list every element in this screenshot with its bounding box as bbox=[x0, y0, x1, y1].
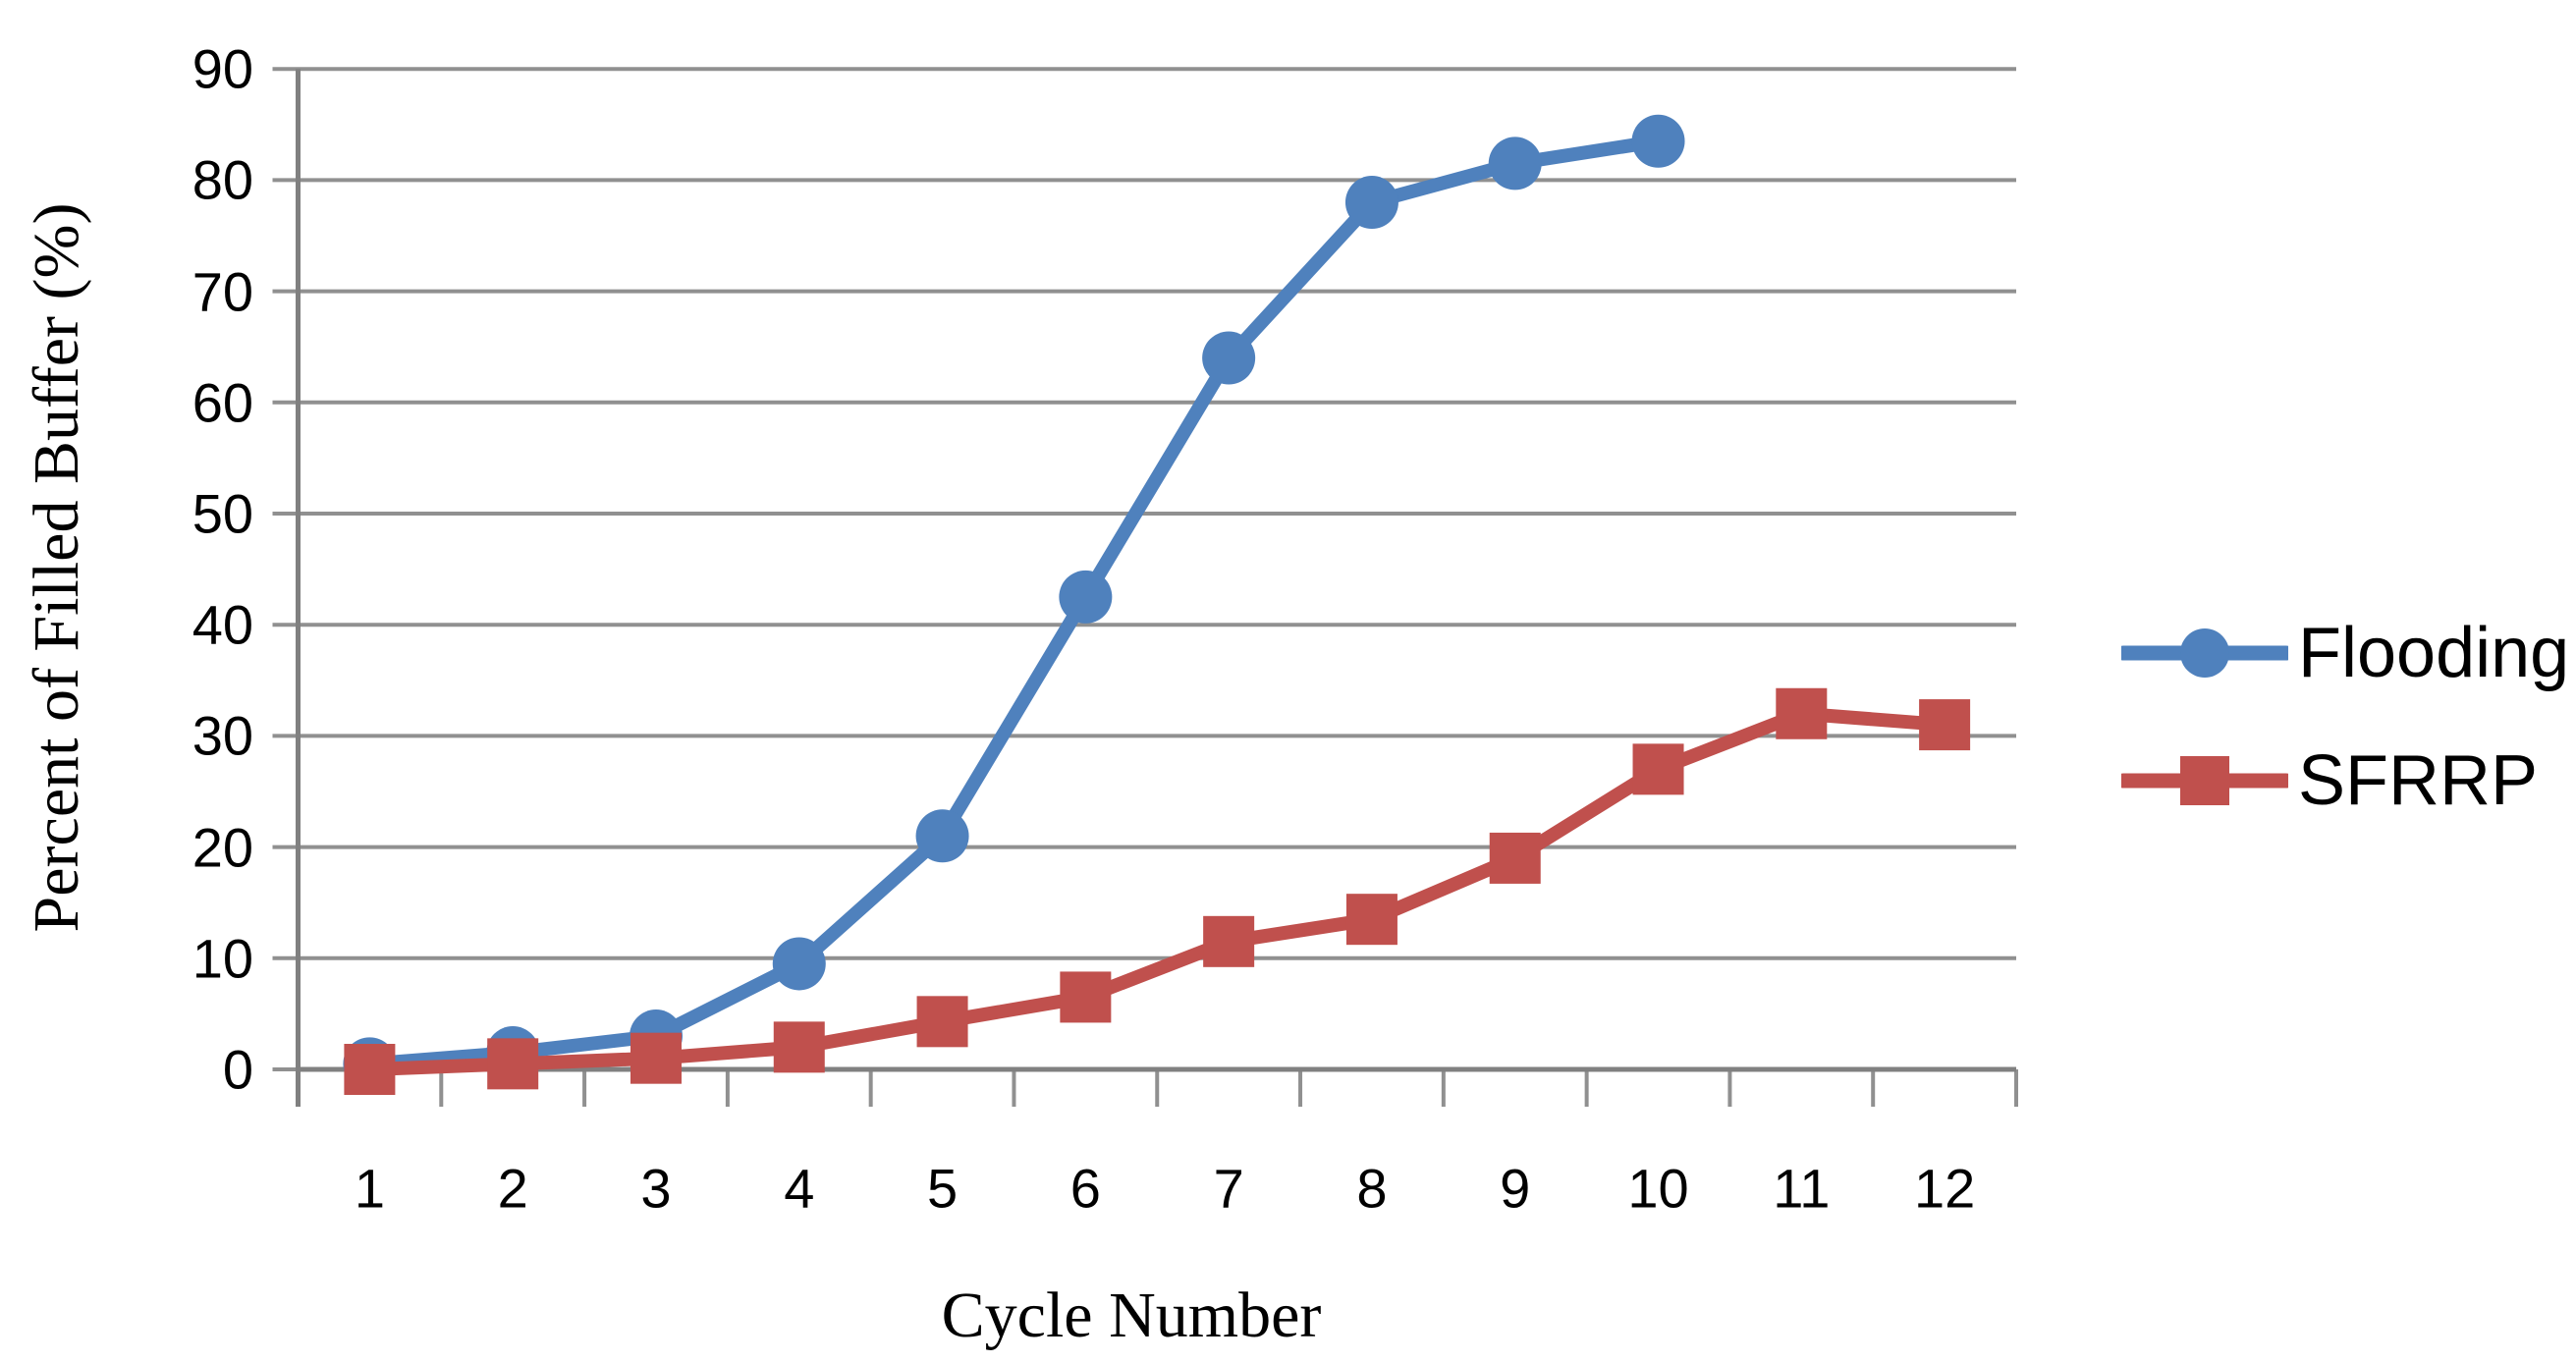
x-tick-label-6: 6 bbox=[1069, 1157, 1101, 1220]
marker-sfrrp-1 bbox=[344, 1044, 396, 1095]
marker-sfrrp-4 bbox=[773, 1021, 825, 1073]
legend-label-flooding: Flooding bbox=[2298, 614, 2570, 692]
x-tick-label-3: 3 bbox=[640, 1157, 672, 1220]
marker-flooding-6 bbox=[1059, 570, 1113, 624]
marker-sfrrp-10 bbox=[1632, 743, 1684, 795]
marker-flooding-4 bbox=[772, 937, 826, 991]
y-tick-label-40: 40 bbox=[192, 593, 253, 656]
y-tick-label-30: 30 bbox=[192, 704, 253, 767]
legend-item-sfrrp: SFRRP bbox=[2121, 717, 2569, 845]
y-tick-label-10: 10 bbox=[192, 927, 253, 990]
marker-flooding-9 bbox=[1488, 136, 1542, 191]
x-tick-label-1: 1 bbox=[354, 1157, 385, 1220]
marker-flooding-10 bbox=[1631, 114, 1685, 168]
y-tick-label-50: 50 bbox=[192, 482, 253, 545]
x-tick-label-12: 12 bbox=[1913, 1157, 1976, 1220]
x-axis-title: Cycle Number bbox=[941, 1280, 1322, 1351]
marker-flooding-7 bbox=[1202, 331, 1256, 385]
marker-sfrrp-9 bbox=[1489, 832, 1541, 884]
y-tick-label-80: 80 bbox=[192, 148, 253, 211]
marker-flooding-5 bbox=[915, 809, 969, 863]
legend-label-sfrrp: SFRRP bbox=[2298, 741, 2539, 820]
x-tick-label-2: 2 bbox=[497, 1157, 528, 1220]
marker-sfrrp-3 bbox=[630, 1032, 682, 1084]
marker-sfrrp-2 bbox=[487, 1038, 539, 1090]
x-tick-label-7: 7 bbox=[1213, 1157, 1244, 1220]
marker-sfrrp-5 bbox=[916, 996, 968, 1048]
y-tick-label-70: 70 bbox=[192, 260, 253, 323]
x-tick-label-8: 8 bbox=[1356, 1157, 1388, 1220]
y-axis-title: Percent of Filled Buffer (%) bbox=[21, 202, 92, 933]
sfrrp-line-square-icon bbox=[2121, 756, 2288, 805]
y-tick-label-90: 90 bbox=[192, 37, 253, 100]
y-tick-label-0: 0 bbox=[222, 1038, 253, 1101]
series-line-sfrrp bbox=[369, 706, 1946, 1076]
x-tick-label-10: 10 bbox=[1627, 1157, 1689, 1220]
legend-item-flooding: Flooding bbox=[2121, 589, 2569, 717]
x-tick-label-4: 4 bbox=[784, 1157, 815, 1220]
flooding-line-circle-icon bbox=[2121, 628, 2288, 678]
marker-sfrrp-7 bbox=[1203, 915, 1255, 967]
legend: Flooding SFRRP bbox=[2121, 589, 2569, 845]
marker-flooding-8 bbox=[1344, 176, 1398, 230]
x-tick-label-9: 9 bbox=[1500, 1157, 1531, 1220]
y-tick-label-60: 60 bbox=[192, 371, 253, 434]
x-tick-label-11: 11 bbox=[1773, 1157, 1831, 1220]
marker-sfrrp-11 bbox=[1776, 687, 1828, 739]
x-tick-label-5: 5 bbox=[926, 1157, 959, 1220]
marker-sfrrp-6 bbox=[1060, 971, 1112, 1023]
y-tick-label-20: 20 bbox=[192, 816, 253, 879]
marker-sfrrp-12 bbox=[1919, 699, 1971, 751]
marker-sfrrp-8 bbox=[1345, 894, 1398, 946]
series-line-flooding bbox=[368, 134, 1660, 1071]
